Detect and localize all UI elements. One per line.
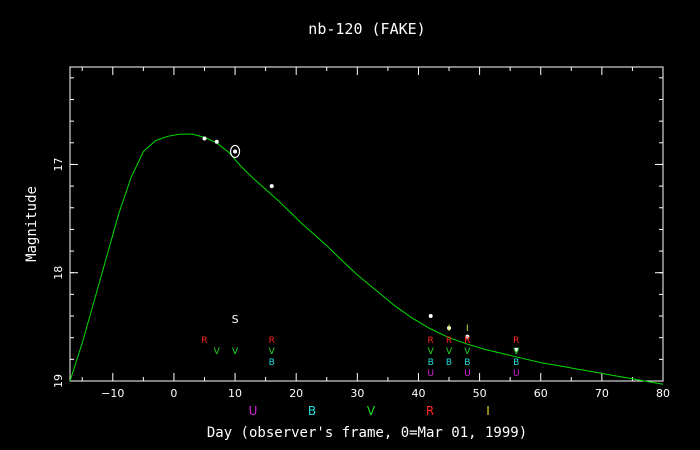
data-point xyxy=(269,184,274,189)
y-tick-label: 19 xyxy=(52,374,65,388)
filter-marker-R: R xyxy=(269,336,275,346)
x-tick-label: 50 xyxy=(473,387,487,400)
filter-marker-U: U xyxy=(427,369,434,379)
data-point xyxy=(514,347,519,352)
data-point xyxy=(465,334,470,339)
filter-marker-R: R xyxy=(464,336,470,346)
plot-frame xyxy=(69,66,664,382)
filter-marker-V: V xyxy=(428,347,435,357)
filter-marker-U: U xyxy=(513,369,520,379)
legend-filter-V: V xyxy=(367,404,376,418)
filter-marker-R: R xyxy=(513,336,519,346)
filter-marker-V: V xyxy=(269,347,276,357)
filter-marker-I: I xyxy=(466,324,469,334)
data-point xyxy=(428,314,433,319)
filter-marker-R: R xyxy=(201,336,207,346)
x-tick-label: 0 xyxy=(170,387,177,400)
legend-filter-U: U xyxy=(249,404,258,418)
filter-marker-V: V xyxy=(464,347,471,357)
light-curve-line xyxy=(69,133,664,385)
data-point xyxy=(447,325,452,330)
x-axis-label: Day (observer's frame, 0=Mar 01, 1999) xyxy=(207,425,527,441)
x-tick-label: 20 xyxy=(289,387,303,400)
highlighted-point-ring xyxy=(229,144,241,159)
spectrum-marker-label: S xyxy=(232,313,239,326)
filter-marker-U: U xyxy=(464,369,471,379)
filter-marker-B: B xyxy=(428,358,434,368)
filter-marker-R: R xyxy=(446,336,452,346)
x-tick-label: 10 xyxy=(228,387,242,400)
legend-filter-I: I xyxy=(486,404,490,418)
filter-marker-V: V xyxy=(232,347,239,357)
y-tick-label: 18 xyxy=(52,266,65,280)
x-tick-label: −10 xyxy=(101,387,124,400)
x-tick-label: 80 xyxy=(656,387,670,400)
x-axis: −10 0 10 20 30 40 50 60 70 80 xyxy=(81,67,670,400)
filter-marker-B: B xyxy=(513,358,519,368)
filter-marker-B: B xyxy=(464,358,470,368)
filter-marker-I: I xyxy=(448,324,451,334)
x-tick-label: 30 xyxy=(350,387,364,400)
data-point xyxy=(233,149,238,154)
y-axis: 17 18 19 xyxy=(52,77,663,388)
chart-title: nb-120 (FAKE) xyxy=(308,20,425,38)
y-axis-label: Magnitude xyxy=(24,186,40,262)
x-tick-label: 40 xyxy=(411,387,425,400)
photometry-points xyxy=(202,136,519,352)
x-tick-label: 60 xyxy=(534,387,548,400)
filter-marker-V: V xyxy=(446,347,453,357)
filter-marker-V: V xyxy=(513,347,520,357)
y-tick-label: 17 xyxy=(52,157,65,171)
legend-filter-R: R xyxy=(426,404,434,418)
filter-marker-V: V xyxy=(214,347,221,357)
filter-marker-B: B xyxy=(269,358,275,368)
legend-filter-B: B xyxy=(308,404,316,418)
filter-marker-B: B xyxy=(446,358,452,368)
data-point xyxy=(214,139,219,144)
x-tick-label: 70 xyxy=(595,387,609,400)
data-point xyxy=(202,136,207,141)
filter-marker-R: R xyxy=(428,336,434,346)
